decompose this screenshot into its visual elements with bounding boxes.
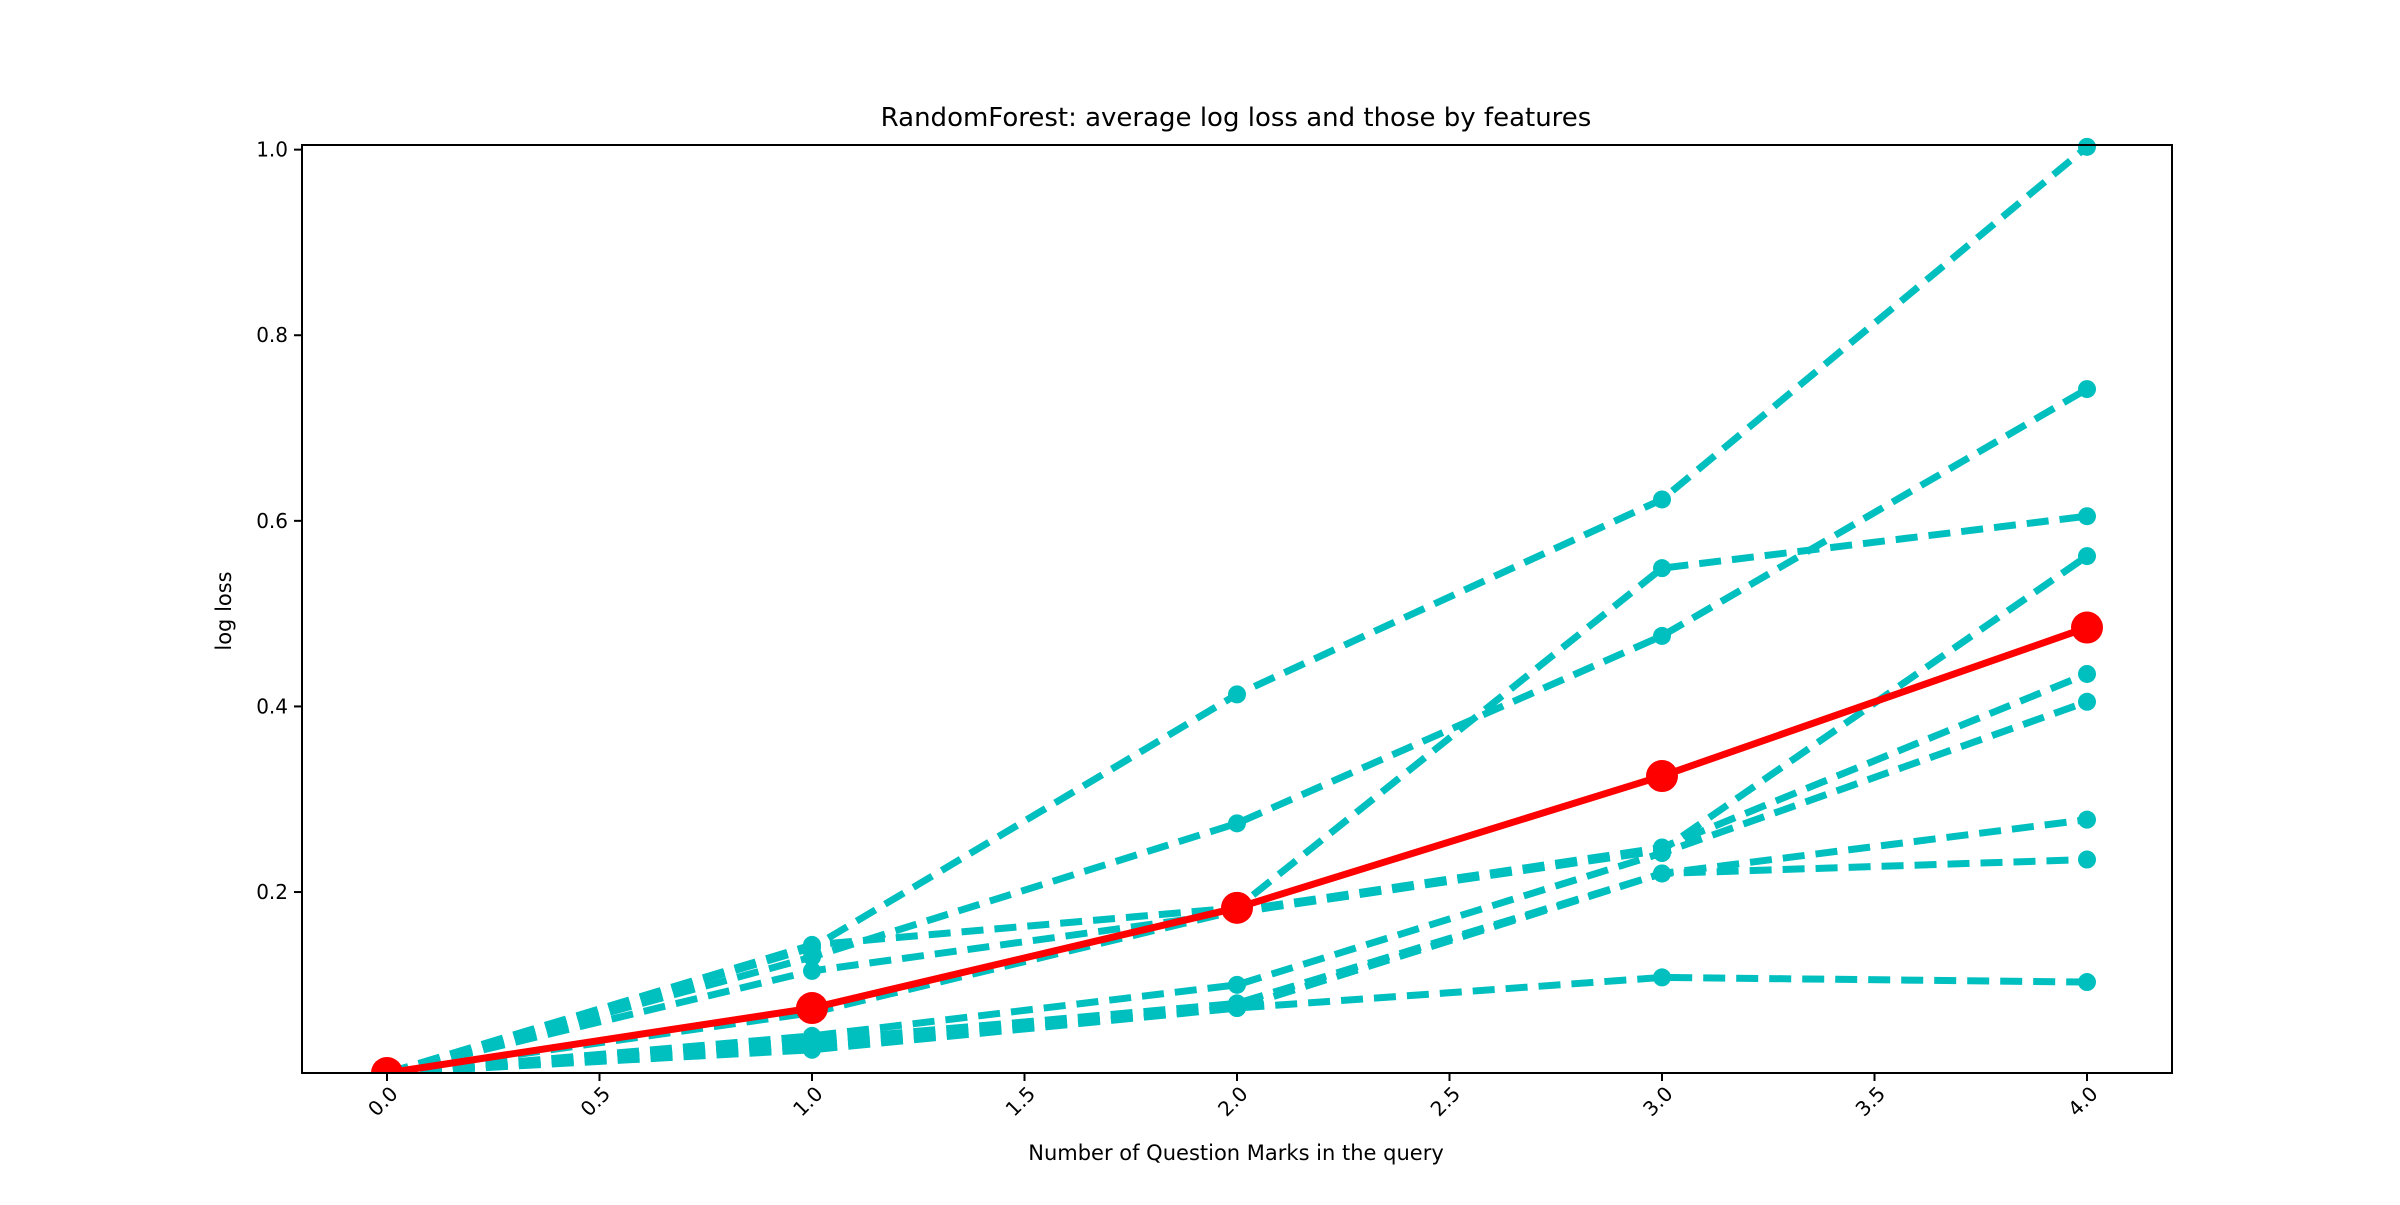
x-tick-label-2.5: 2.5: [1426, 1082, 1465, 1121]
x-tick-label-1.0: 1.0: [788, 1082, 827, 1121]
feature-series-3-point-2: [803, 935, 821, 954]
feature-series-1-point-4: [1653, 490, 1671, 509]
y-tick-label-0.8: 0.8: [256, 323, 288, 347]
average-series-point-2: [796, 992, 828, 1025]
feature-series-line-6: [386, 698, 2089, 1073]
feature-series-1-point-5: [2078, 137, 2096, 156]
feature-series-line-8: [386, 856, 2088, 1073]
feature-series-9-point-5: [2078, 973, 2096, 992]
axes: 0.2 0.4 0.6 0.8 1.0 0.0 0.5 1.0 1.5 2.0 2.5 3.0 3.5 4…: [256, 138, 2173, 1121]
y-tick-label-0.2: 0.2: [256, 880, 288, 904]
feature-series-9-point-3: [1228, 999, 1246, 1018]
feature-series-line-1: [386, 144, 2090, 1073]
average-series-point-5: [2071, 611, 2103, 644]
x-tick-label-3.5: 3.5: [1851, 1082, 1890, 1121]
x-tick-label-4.0: 4.0: [2063, 1082, 2102, 1121]
feature-series-3-point-5: [2078, 507, 2096, 526]
feature-series-8-point-5: [2078, 850, 2096, 869]
feature-series-1-point-3: [1228, 685, 1246, 704]
feature-series-6-point-5: [2078, 692, 2096, 711]
feature-series-9-point-2: [803, 1040, 821, 1059]
x-tick-label-1.5: 1.5: [1001, 1082, 1040, 1121]
chart-title: RandomForest: average log loss and those…: [881, 103, 1592, 133]
y-axis-label: log loss: [212, 571, 236, 650]
x-tick-label-0.0: 0.0: [363, 1082, 402, 1121]
y-tick-label-1.0: 1.0: [256, 138, 288, 162]
average-series-point-1: [371, 1057, 403, 1073]
feature-series-4-point-5: [2078, 547, 2096, 566]
feature-series-2-point-4: [1653, 626, 1671, 645]
plot-area: [371, 137, 2103, 1073]
plot-content: [371, 137, 2103, 1073]
x-tick-label-3.0: 3.0: [1638, 1082, 1677, 1121]
plot-frame: [301, 144, 2173, 1074]
feature-series-line-9: [386, 973, 2088, 1073]
feature-series-4-point-2: [803, 961, 821, 980]
x-tick-label-2.0: 2.0: [1213, 1082, 1252, 1121]
feature-series-3-point-4: [1653, 559, 1671, 578]
feature-series-7-point-5: [2078, 810, 2096, 829]
average-series-point-4: [1646, 760, 1678, 793]
y-tick-label-0.4: 0.4: [256, 694, 288, 718]
feature-series-6-point-4: [1653, 844, 1671, 863]
y-tick-label-0.6: 0.6: [256, 509, 288, 533]
feature-series-2-point-3: [1228, 814, 1246, 833]
x-tick-label-0.5: 0.5: [576, 1082, 615, 1121]
average-series-point-3: [1221, 891, 1253, 924]
feature-series-5-point-5: [2078, 664, 2096, 683]
feature-series-6-point-3: [1228, 975, 1246, 994]
feature-series-2-point-5: [2078, 380, 2096, 399]
feature-series-8-point-4: [1653, 864, 1671, 883]
x-axis-label: Number of Question Marks in the query: [1028, 1141, 1444, 1165]
feature-series-9-point-4: [1653, 968, 1671, 987]
